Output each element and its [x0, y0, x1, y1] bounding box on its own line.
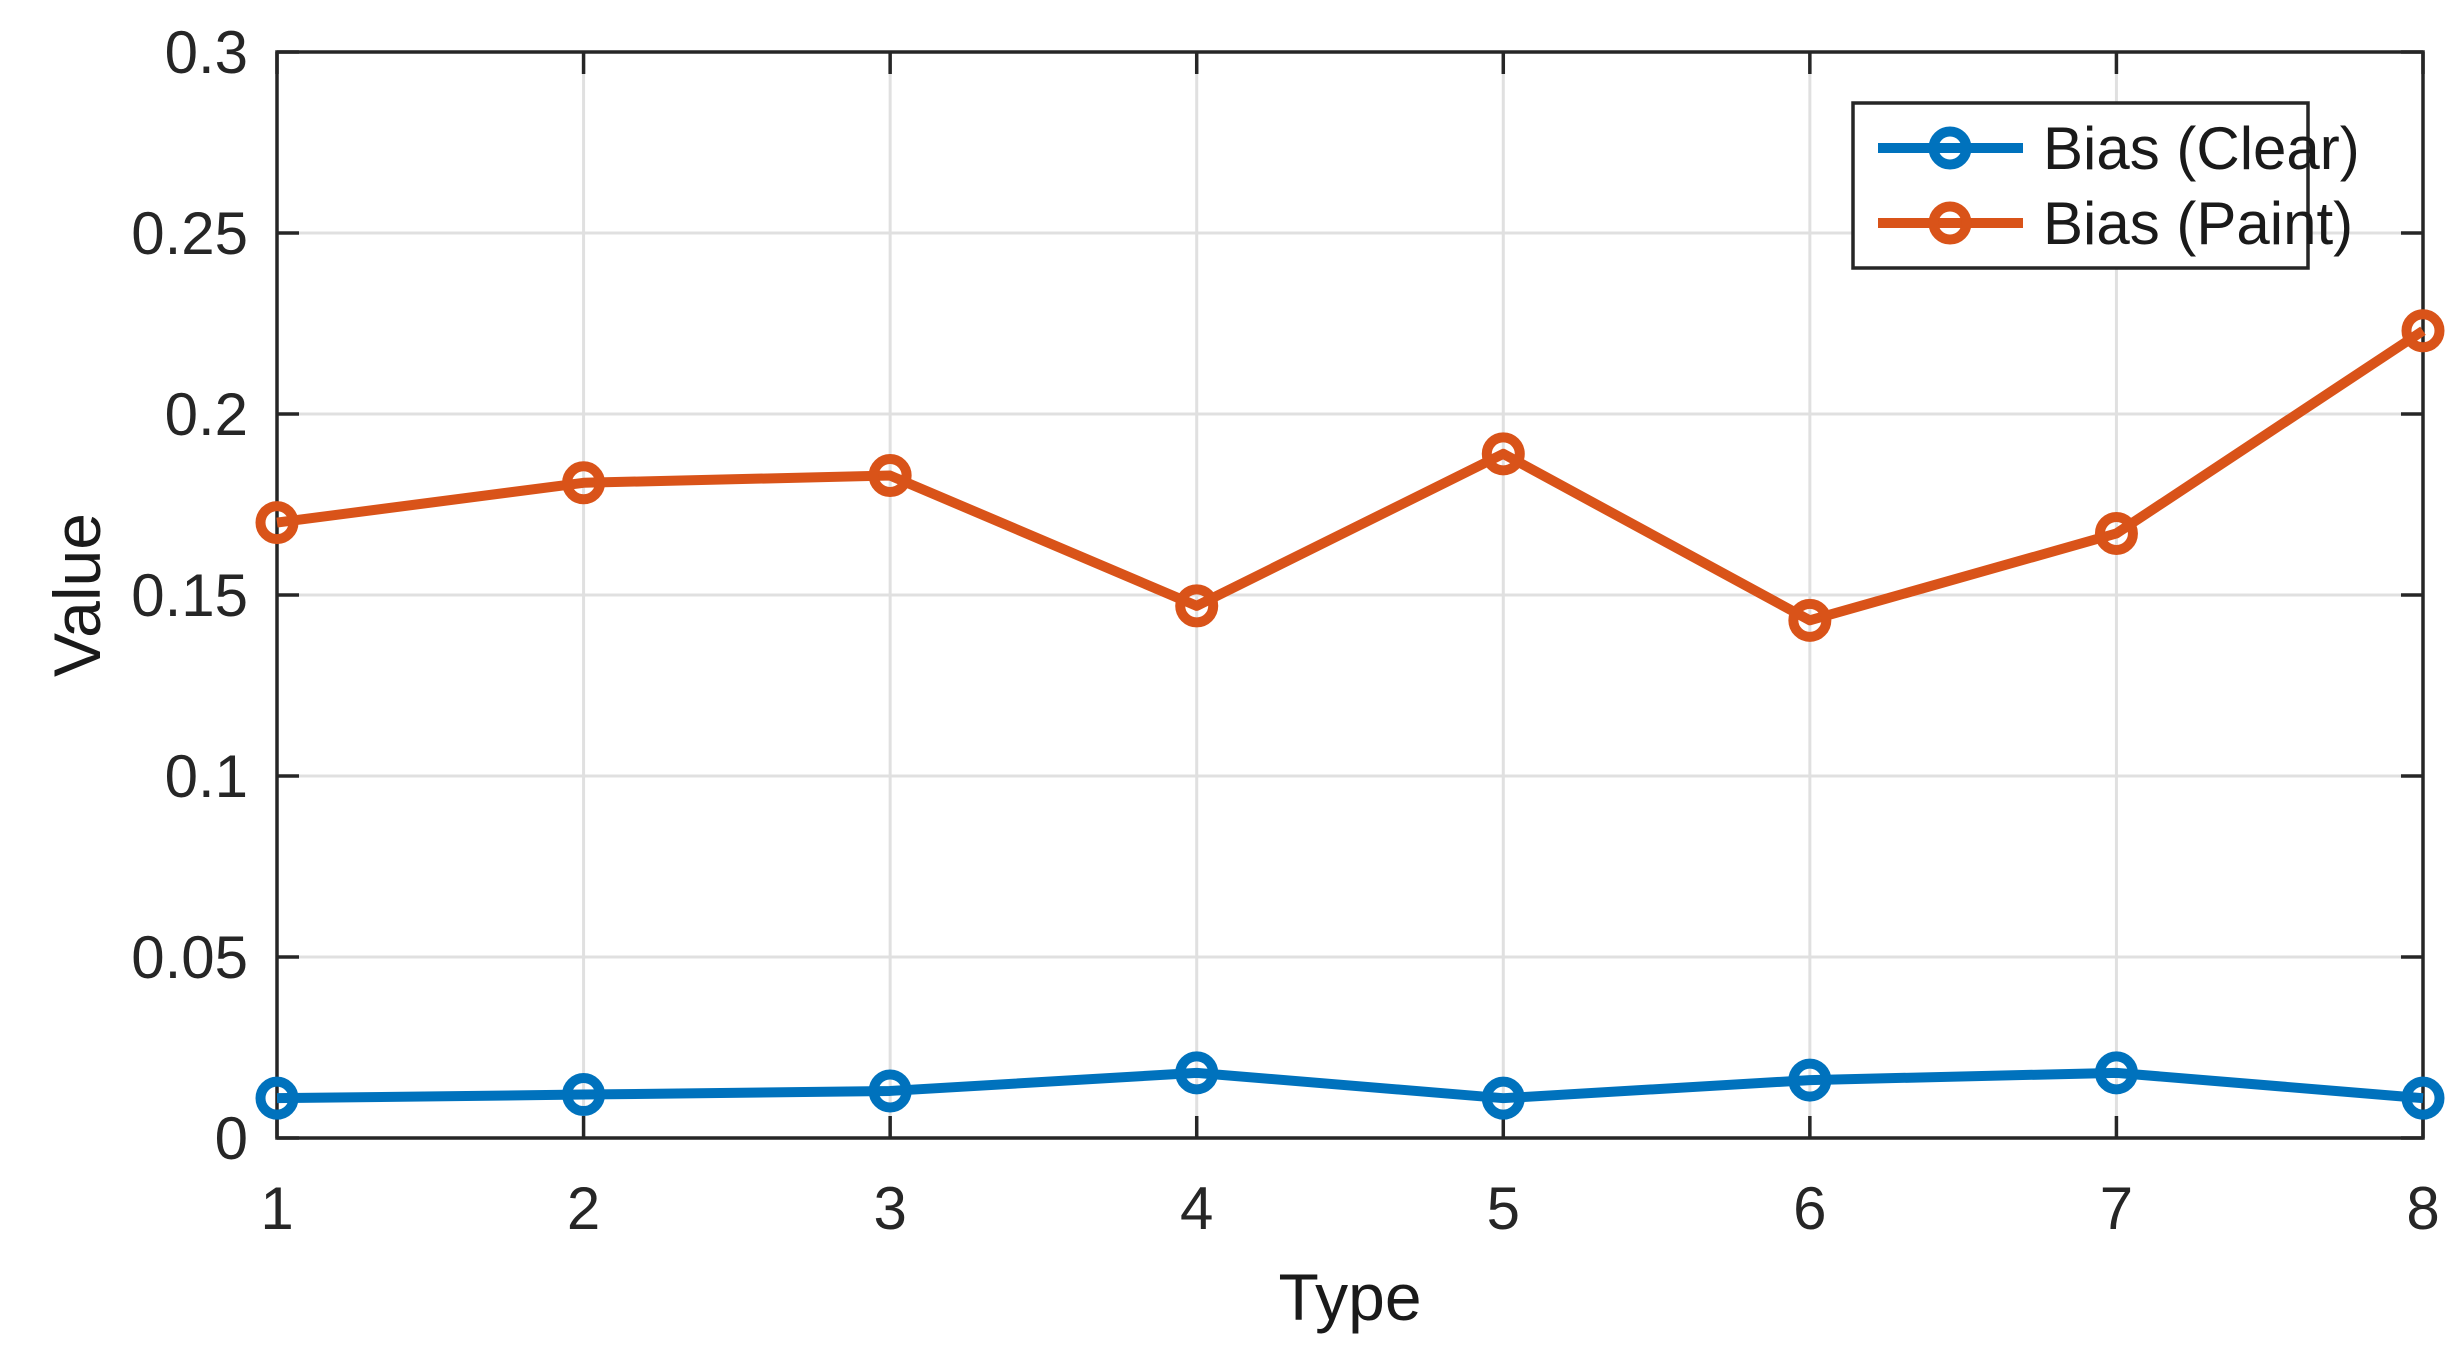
x-tick-label: 5: [1487, 1175, 1520, 1242]
data-point-marker: [2094, 1051, 2138, 1095]
legend: Bias (Clear) Bias (Paint): [1851, 101, 2360, 270]
series-bias-clear: [255, 1051, 2445, 1120]
legend-entry-bias-paint: Bias (Paint): [1878, 190, 2353, 257]
y-tick-label: 0.05: [131, 924, 248, 991]
x-tick-label: 4: [1180, 1175, 1213, 1242]
x-tick-label: 6: [1793, 1175, 1826, 1242]
data-point-marker: [562, 1073, 606, 1117]
data-point-marker: [1481, 1076, 1525, 1120]
data-point-marker: [2401, 1076, 2445, 1120]
data-point-marker: [255, 1076, 299, 1120]
data-point-marker: [1788, 598, 1832, 642]
y-tick-label: 0.25: [131, 200, 248, 267]
x-tick-label: 8: [2406, 1175, 2439, 1242]
y-tick-label: 0.2: [165, 381, 248, 448]
data-point-marker: [562, 461, 606, 505]
x-tick-label: 2: [567, 1175, 600, 1242]
y-tick-label: 0: [215, 1105, 248, 1172]
series-line-bias-paint: [276, 326, 2426, 626]
x-axis-label: Type: [1278, 1260, 1421, 1334]
legend-label: Bias (Clear): [2043, 115, 2360, 182]
legend-label: Bias (Paint): [2043, 190, 2353, 257]
data-point-marker: [1175, 584, 1219, 628]
data-point-marker: [2094, 511, 2138, 555]
legend-marker-sample: [1928, 126, 1972, 170]
data-point-marker: [2401, 309, 2445, 353]
data-point-marker: [1788, 1058, 1832, 1102]
x-tick-label: 7: [2100, 1175, 2133, 1242]
y-axis-label: Value: [40, 513, 114, 677]
x-tick-label: 3: [873, 1175, 906, 1242]
data-point-marker: [868, 454, 912, 498]
x-tick-label: 1: [260, 1175, 293, 1242]
data-point-marker: [868, 1069, 912, 1113]
legend-marker-sample: [1928, 201, 1972, 245]
tick-marks: [275, 50, 2425, 1140]
data-point-marker: [1175, 1051, 1219, 1095]
series-line-bias-clear: [276, 1067, 2424, 1104]
data-point-marker: [1481, 432, 1525, 476]
legend-box: [1851, 101, 2310, 270]
y-tick-label: 0.1: [165, 743, 248, 810]
y-tick-label: 0.15: [131, 562, 248, 629]
legend-entry-bias-clear: Bias (Clear): [1878, 115, 2360, 182]
series-bias-paint: [255, 309, 2445, 642]
y-tick-label: 0.3: [165, 19, 248, 86]
data-point-marker: [255, 501, 299, 545]
